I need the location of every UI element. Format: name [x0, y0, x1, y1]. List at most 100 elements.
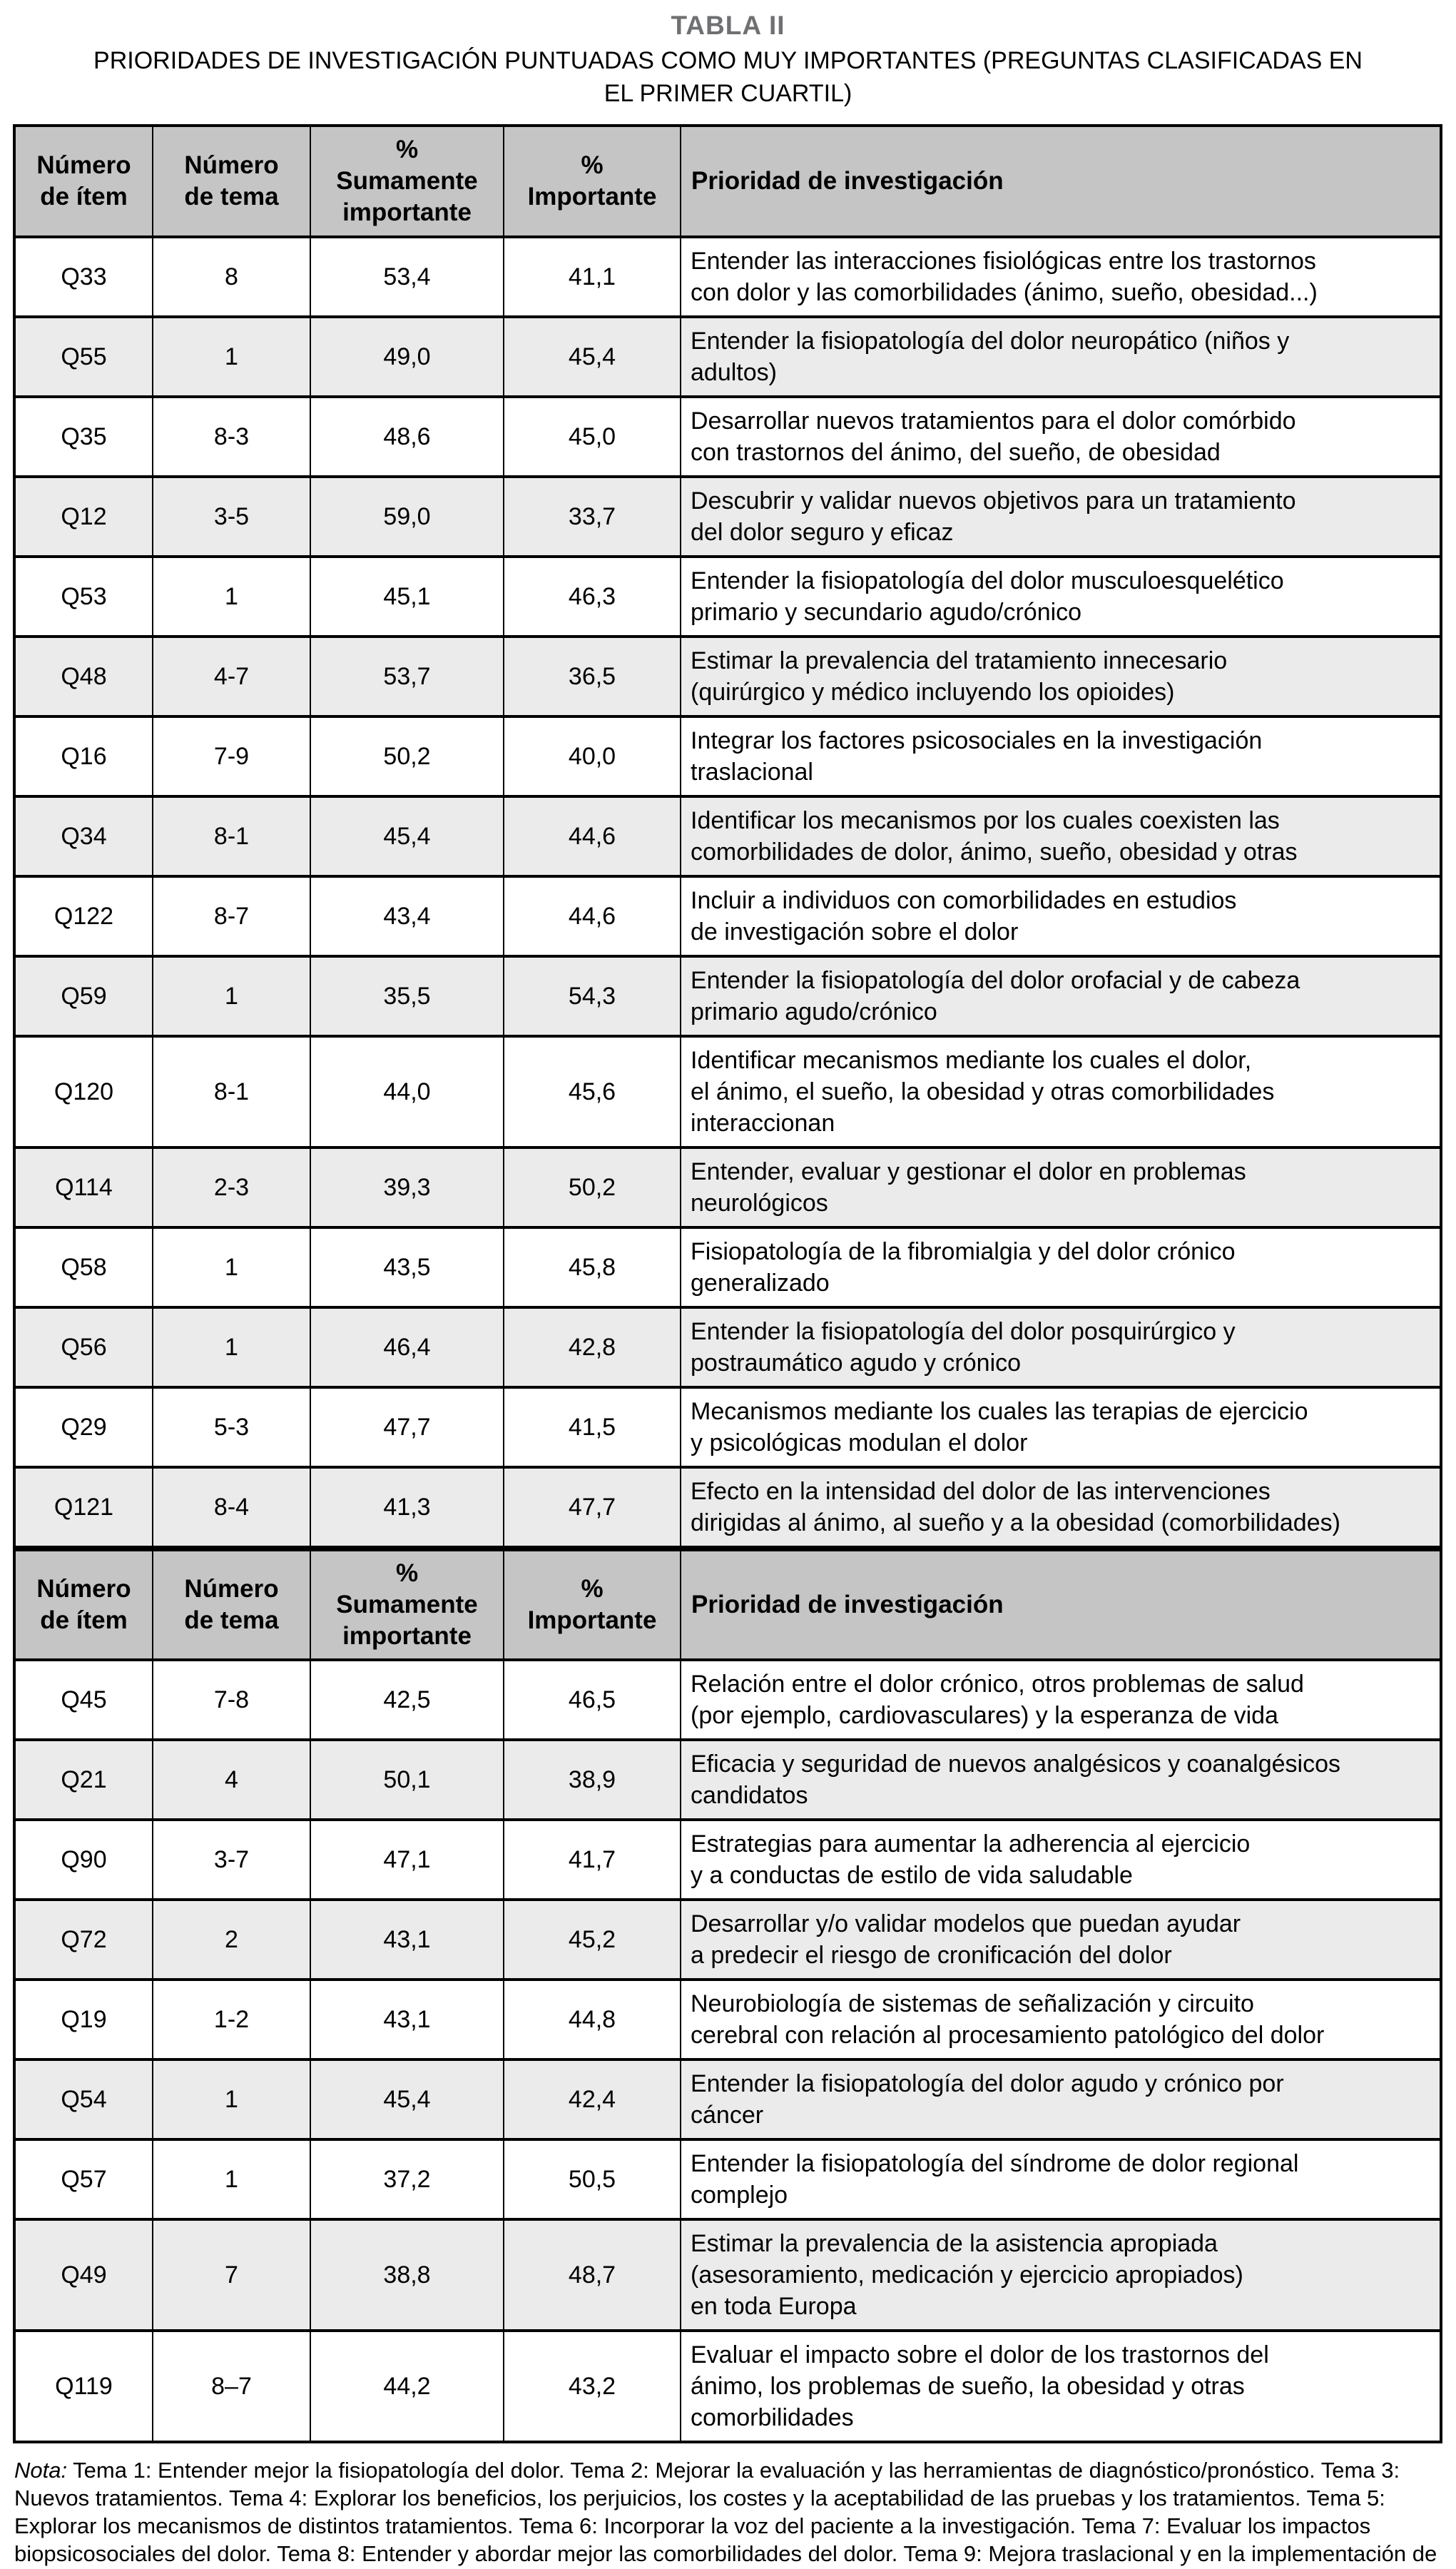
table-row: Q45 7-8 42,5 46,5 Relación entre el dolor cr…: [14, 1658, 1442, 1741]
cell-pct-extremely-important: 43,1: [310, 1978, 504, 2061]
cell-item-number: Q122: [14, 875, 153, 958]
cell-item-number: Q12: [14, 475, 153, 558]
cell-research-priority: Relación entre el dolor crónico, otros p…: [680, 1658, 1442, 1741]
table-row: Q12 3-5 59,0 33,7 Descubrir y validar nuevos…: [14, 475, 1442, 558]
cell-theme-number: 1-2: [152, 1978, 311, 2061]
cell-pct-important: 42,8: [503, 1306, 681, 1389]
cell-theme-number: 1: [152, 1306, 311, 1389]
cell-theme-number: 8: [152, 235, 311, 318]
cell-research-priority: Estimar la prevalencia del tratamiento i…: [680, 635, 1442, 718]
table-row: Q55 1 49,0 45,4 Entender la fisiopatología d…: [14, 315, 1442, 398]
cell-pct-extremely-important: 50,2: [310, 715, 504, 798]
cell-pct-extremely-important: 43,1: [310, 1898, 504, 1981]
cell-item-number: Q55: [14, 315, 153, 398]
cell-pct-important: 45,2: [503, 1898, 681, 1981]
cell-item-number: Q54: [14, 2058, 153, 2141]
cell-pct-extremely-important: 44,0: [310, 1035, 504, 1149]
cell-pct-extremely-important: 53,4: [310, 235, 504, 318]
cell-item-number: Q120: [14, 1035, 153, 1149]
cell-research-priority: Mecanismos mediante los cuales las terap…: [680, 1386, 1442, 1469]
cell-pct-important: 48,7: [503, 2218, 681, 2332]
cell-pct-extremely-important: 53,7: [310, 635, 504, 718]
col-header-research-priority: Prioridad de investigación: [680, 1546, 1442, 1661]
table-section-1: Q33 8 53,4 41,1 Entender las interacciones f…: [14, 235, 1442, 1550]
cell-pct-important: 45,0: [503, 395, 681, 478]
cell-pct-important: 33,7: [503, 475, 681, 558]
cell-item-number: Q21: [14, 1738, 153, 1821]
cell-item-number: Q35: [14, 395, 153, 478]
cell-theme-number: 4-7: [152, 635, 311, 718]
col-header-pct-extremely-important: % Sumamente importante: [310, 1546, 504, 1661]
cell-pct-extremely-important: 41,3: [310, 1466, 504, 1550]
cell-item-number: Q49: [14, 2218, 153, 2332]
cell-pct-important: 45,8: [503, 1226, 681, 1309]
cell-pct-extremely-important: 35,5: [310, 955, 504, 1038]
cell-item-number: Q59: [14, 955, 153, 1038]
cell-research-priority: Entender la fisiopatología del dolor neu…: [680, 315, 1442, 398]
cell-theme-number: 1: [152, 315, 311, 398]
cell-research-priority: Estrategias para aumentar la adherencia …: [680, 1818, 1442, 1901]
cell-theme-number: 1: [152, 955, 311, 1038]
col-header-theme-number: Número de tema: [152, 1546, 311, 1661]
cell-research-priority: Desarrollar y/o validar modelos que pued…: [680, 1898, 1442, 1981]
cell-pct-important: 41,7: [503, 1818, 681, 1901]
table-row: Q35 8-3 48,6 45,0 Desarrollar nuevos tratami…: [14, 395, 1442, 478]
cell-theme-number: 8-1: [152, 1035, 311, 1149]
cell-item-number: Q48: [14, 635, 153, 718]
table-label: TABLA II: [671, 11, 785, 40]
cell-research-priority: Entender las interacciones fisiológicas …: [680, 235, 1442, 318]
cell-theme-number: 8-7: [152, 875, 311, 958]
footnote-prefix: Nota:: [14, 2458, 68, 2483]
cell-pct-important: 46,5: [503, 1658, 681, 1741]
table-row: Q19 1-2 43,1 44,8 Neurobiología de sistemas …: [14, 1978, 1442, 2061]
cell-research-priority: Efecto en la intensidad del dolor de las…: [680, 1466, 1442, 1550]
table-row: Q16 7-9 50,2 40,0 Integrar los factores psic…: [14, 715, 1442, 798]
col-header-pct-important: % Importante: [503, 1546, 681, 1661]
cell-pct-important: 43,2: [503, 2329, 681, 2443]
cell-pct-important: 54,3: [503, 955, 681, 1038]
cell-theme-number: 8-1: [152, 795, 311, 878]
cell-pct-important: 36,5: [503, 635, 681, 718]
table-row: Q57 1 37,2 50,5 Entender la fisiopatología d…: [14, 2138, 1442, 2221]
col-header-pct-important: % Importante: [503, 124, 681, 238]
cell-item-number: Q29: [14, 1386, 153, 1469]
cell-pct-important: 44,6: [503, 795, 681, 878]
cell-theme-number: 8-3: [152, 395, 311, 478]
cell-pct-extremely-important: 45,1: [310, 555, 504, 638]
cell-pct-extremely-important: 43,5: [310, 1226, 504, 1309]
cell-theme-number: 1: [152, 2058, 311, 2141]
cell-item-number: Q121: [14, 1466, 153, 1550]
cell-item-number: Q119: [14, 2329, 153, 2443]
cell-item-number: Q58: [14, 1226, 153, 1309]
table-header-block-1: Número de ítem Número de tema % Sumament…: [14, 124, 1442, 238]
cell-pct-important: 40,0: [503, 715, 681, 798]
cell-item-number: Q19: [14, 1978, 153, 2061]
cell-research-priority: Identificar mecanismos mediante los cual…: [680, 1035, 1442, 1149]
cell-theme-number: 7: [152, 2218, 311, 2332]
table-title: PRIORIDADES DE INVESTIGACIÓN PUNTUADAS C…: [93, 47, 1363, 107]
cell-pct-extremely-important: 47,7: [310, 1386, 504, 1469]
cell-pct-extremely-important: 37,2: [310, 2138, 504, 2221]
cell-pct-important: 50,5: [503, 2138, 681, 2221]
cell-research-priority: Entender la fisiopatología del dolor pos…: [680, 1306, 1442, 1389]
priorities-table: Número de ítem Número de tema % Sumament…: [13, 124, 1442, 2443]
cell-theme-number: 8–7: [152, 2329, 311, 2443]
cell-research-priority: Entender, evaluar y gestionar el dolor e…: [680, 1146, 1442, 1229]
cell-theme-number: 1: [152, 555, 311, 638]
cell-pct-important: 45,6: [503, 1035, 681, 1149]
table-row: Q53 1 45,1 46,3 Entender la fisiopatología d…: [14, 555, 1442, 638]
table-row: Q122 8-7 43,4 44,6 Incluir a individuos con …: [14, 875, 1442, 958]
cell-theme-number: 3-7: [152, 1818, 311, 1901]
table-row: Q121 8-4 41,3 47,7 Efecto en la intensidad d…: [14, 1466, 1442, 1550]
cell-pct-important: 42,4: [503, 2058, 681, 2141]
cell-theme-number: 7-9: [152, 715, 311, 798]
cell-pct-extremely-important: 43,4: [310, 875, 504, 958]
table-row: Q90 3-7 47,1 41,7 Estrategias para aumentar …: [14, 1818, 1442, 1901]
cell-pct-extremely-important: 44,2: [310, 2329, 504, 2443]
cell-pct-extremely-important: 46,4: [310, 1306, 504, 1389]
table-row: Q72 2 43,1 45,2 Desarrollar y/o validar mode…: [14, 1898, 1442, 1981]
cell-pct-extremely-important: 49,0: [310, 315, 504, 398]
cell-pct-extremely-important: 59,0: [310, 475, 504, 558]
cell-theme-number: 3-5: [152, 475, 311, 558]
table-row: Q29 5-3 47,7 41,5 Mecanismos mediante los cu…: [14, 1386, 1442, 1469]
